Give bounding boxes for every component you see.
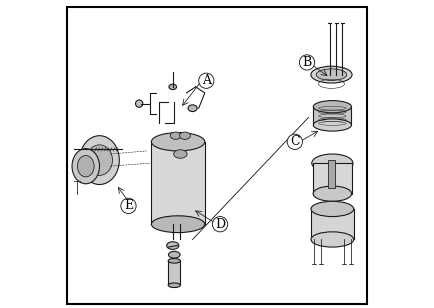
Ellipse shape xyxy=(316,69,347,80)
Bar xyxy=(313,163,352,194)
Ellipse shape xyxy=(312,154,353,172)
Ellipse shape xyxy=(311,66,352,83)
Ellipse shape xyxy=(167,242,179,249)
Ellipse shape xyxy=(151,133,205,151)
Bar xyxy=(329,160,335,188)
Ellipse shape xyxy=(168,251,180,258)
Text: D: D xyxy=(215,218,225,231)
Text: C: C xyxy=(290,135,299,148)
Bar xyxy=(311,209,354,239)
Bar xyxy=(168,261,181,285)
Ellipse shape xyxy=(313,186,352,201)
Ellipse shape xyxy=(188,105,197,111)
Circle shape xyxy=(121,198,136,213)
Bar xyxy=(313,107,351,125)
Ellipse shape xyxy=(311,232,354,247)
Text: E: E xyxy=(124,199,133,213)
Ellipse shape xyxy=(77,156,94,177)
Ellipse shape xyxy=(170,132,181,139)
Ellipse shape xyxy=(168,283,181,288)
Ellipse shape xyxy=(80,136,119,184)
Text: B: B xyxy=(302,56,312,69)
Bar xyxy=(151,142,205,224)
Ellipse shape xyxy=(168,258,181,263)
Circle shape xyxy=(212,217,228,232)
Ellipse shape xyxy=(174,150,187,158)
Text: A: A xyxy=(202,74,211,87)
Ellipse shape xyxy=(86,145,112,175)
Ellipse shape xyxy=(313,101,352,113)
Circle shape xyxy=(287,134,302,149)
Ellipse shape xyxy=(151,216,205,233)
Circle shape xyxy=(135,100,143,107)
Circle shape xyxy=(299,55,315,70)
Circle shape xyxy=(199,73,214,88)
Ellipse shape xyxy=(313,119,352,131)
Ellipse shape xyxy=(72,149,99,184)
Ellipse shape xyxy=(311,201,354,217)
Ellipse shape xyxy=(179,132,191,139)
Bar xyxy=(83,146,95,152)
Ellipse shape xyxy=(169,84,177,90)
